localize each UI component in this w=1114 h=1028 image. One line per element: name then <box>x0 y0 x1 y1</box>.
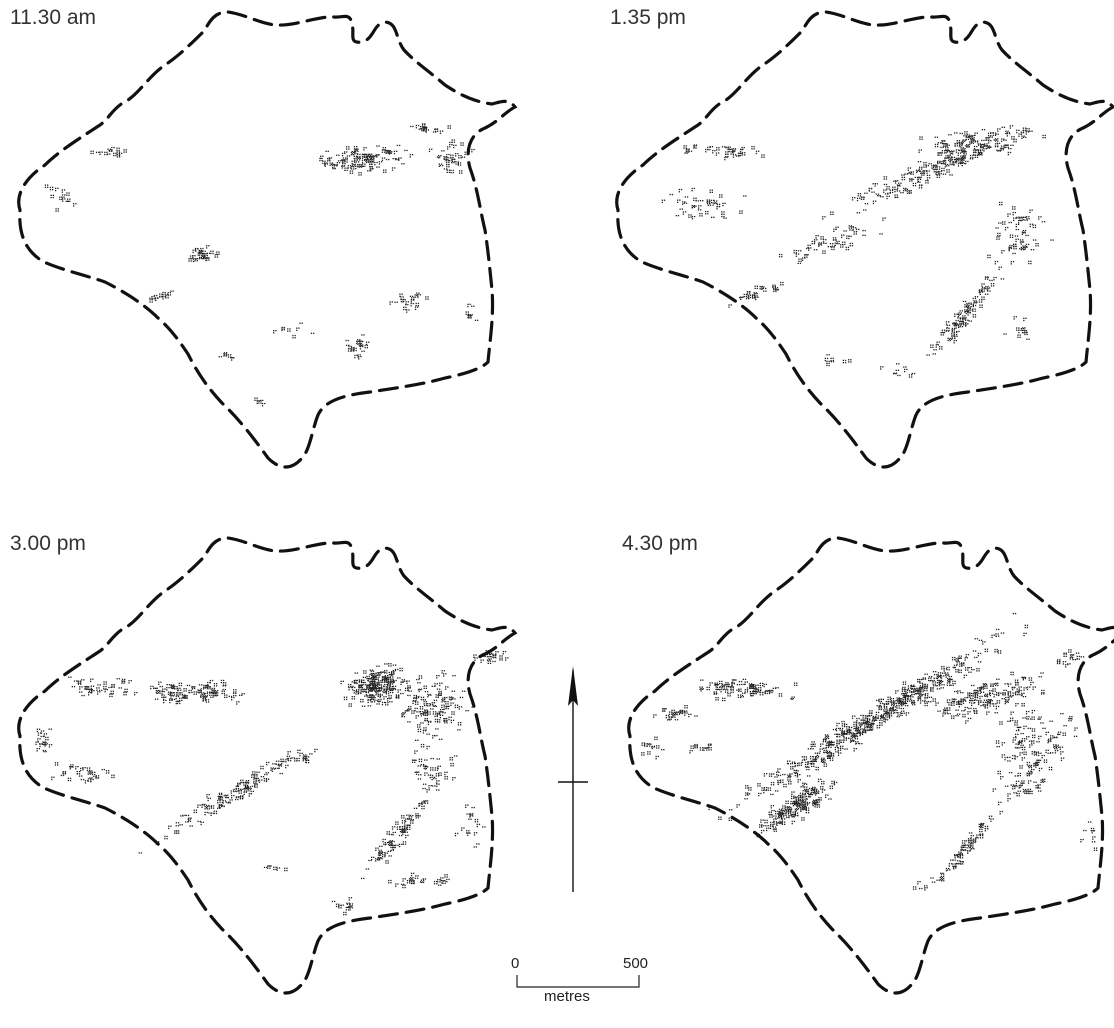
dot-cluster-group <box>641 612 1098 891</box>
figure-root: { "figure": { "panels": [ {"time": "11.3… <box>0 0 1114 1005</box>
panel-time-label: 3.00 pm <box>10 532 86 555</box>
scale-bar-line <box>516 975 640 988</box>
area-boundary-outline <box>17 536 518 995</box>
scale-start-label: 0 <box>511 955 520 972</box>
map-panel-300pm: 3.00 pm <box>0 526 557 1028</box>
area-boundary-outline <box>615 10 1114 469</box>
map-panel-1130am: 11.30 am <box>0 0 557 502</box>
map-boundary-and-dots <box>615 10 1114 469</box>
scale-bar: 0 500 metres <box>490 955 650 1005</box>
map-boundary-and-dots <box>17 536 518 995</box>
map-boundary-and-dots <box>17 10 518 469</box>
panel-time-label: 1.35 pm <box>610 6 686 29</box>
map-panel-430pm: 4.30 pm <box>610 526 1114 1028</box>
north-arrow-icon <box>558 666 588 892</box>
dot-cluster-group <box>44 123 479 407</box>
panel-time-label: 4.30 pm <box>622 532 698 555</box>
map-panel-135pm: 1.35 pm <box>598 0 1114 502</box>
dot-cluster-group <box>35 650 509 916</box>
scale-unit-label: metres <box>544 988 590 1005</box>
dot-cluster-group <box>661 125 1054 378</box>
panel-time-label: 11.30 am <box>10 6 96 29</box>
scale-end-label: 500 <box>623 955 649 972</box>
area-boundary-outline <box>627 536 1114 995</box>
area-boundary-outline <box>17 10 518 469</box>
map-boundary-and-dots <box>627 536 1114 995</box>
